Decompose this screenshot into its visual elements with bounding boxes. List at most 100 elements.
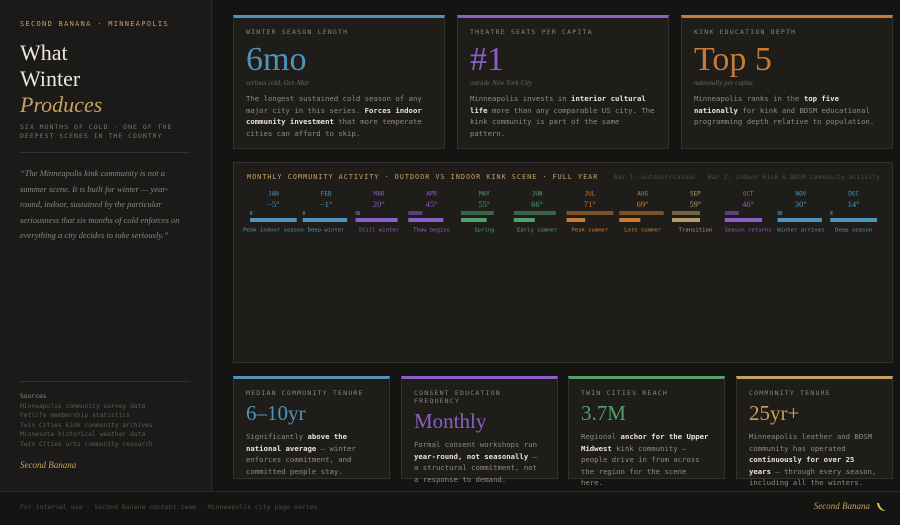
desc-text: Significantly bbox=[246, 432, 308, 442]
desc-text: Minneapolis ranks in the bbox=[694, 94, 804, 104]
stat-card: TWIN CITIES REACH 3.7M Regional anchor for… bbox=[568, 376, 725, 487]
stat-card: MEDIAN COMMUNITY TENURE 6–10yr Significant… bbox=[233, 376, 390, 479]
month-label: FEB bbox=[321, 191, 332, 198]
bar bbox=[302, 218, 348, 222]
month-note: Spring bbox=[474, 228, 494, 234]
stat-label: COMMUNITY TENURE bbox=[749, 389, 831, 397]
month-note: Transition bbox=[679, 228, 713, 234]
stat-desc: Significantly above the national average… bbox=[246, 431, 377, 477]
month-note: Thaw begins bbox=[413, 228, 450, 234]
temperature: 20° bbox=[373, 199, 385, 209]
month-label: JUN bbox=[532, 191, 543, 198]
footer-brand: Second Banana bbox=[813, 501, 870, 511]
bar bbox=[513, 211, 556, 215]
stat-desc: Formal consent workshops run year-round,… bbox=[414, 439, 545, 485]
desc-text: The longest sustained cold season of any… bbox=[246, 94, 422, 115]
legend: Bar 1: outdoor/casual · Bar 2: indoor ki… bbox=[614, 173, 880, 181]
bar bbox=[830, 211, 833, 215]
desc-bold: Forces indoor community investment bbox=[246, 105, 422, 127]
month-note: Peak summer bbox=[571, 228, 609, 234]
desc-bold: anchor for the Upper Midwest bbox=[581, 432, 709, 453]
temperature: 55° bbox=[478, 199, 490, 209]
chart-title: MONTHLY COMMUNITY ACTIVITY · OUTDOOR VS … bbox=[247, 173, 598, 181]
month-label: DEC bbox=[848, 191, 859, 198]
source: Twin Cities kink community archives bbox=[20, 421, 153, 429]
footer-note: For internal use · Second Banana content… bbox=[20, 503, 318, 511]
desc-text: that more temperate cities can afford to… bbox=[246, 117, 422, 138]
temperature: 30° bbox=[795, 199, 807, 209]
bar bbox=[777, 218, 822, 222]
bar bbox=[355, 218, 398, 222]
desc-bold: above the national average bbox=[246, 432, 348, 453]
bar bbox=[619, 211, 664, 215]
source: Minneapolis community survey data bbox=[20, 402, 146, 410]
desc-bold: top five nationally bbox=[694, 94, 839, 115]
month-note: Deep winter bbox=[308, 228, 346, 234]
bar bbox=[302, 211, 306, 215]
bar bbox=[566, 218, 586, 222]
temperature: 71° bbox=[584, 199, 596, 209]
stat-value: 25yr+ bbox=[749, 401, 800, 425]
temperature: 45° bbox=[426, 199, 438, 209]
month-label: APR bbox=[426, 191, 437, 198]
stat-value: #1 bbox=[470, 41, 504, 78]
temperature: 66° bbox=[531, 199, 543, 209]
stat-label: KINK EDUCATION DEPTH bbox=[694, 28, 797, 36]
temperature: 14° bbox=[848, 199, 860, 209]
stat-desc: Minneapolis leather and BDSM community h… bbox=[749, 431, 880, 489]
month-note: Still winter bbox=[359, 228, 400, 234]
stat-card: THEATRE SEATS PER CAPITA #1 outside New Yo… bbox=[457, 15, 669, 149]
stat-desc: Minneapolis ranks in the top five nation… bbox=[694, 93, 880, 128]
stat-value: 6–10yr bbox=[246, 401, 306, 425]
month-label: AUG bbox=[637, 191, 648, 198]
month-note: Early summer bbox=[517, 228, 558, 234]
desc-text: Formal consent workshops run bbox=[414, 440, 538, 450]
stat-card: CONSENT EDUCATION FREQUENCY Monthly Formal… bbox=[401, 376, 558, 484]
bar bbox=[513, 218, 535, 222]
source: Twin Cities arts community research bbox=[20, 440, 153, 448]
signature: Second Banana bbox=[20, 460, 77, 470]
sidebar: SECOND BANANA · MINNEAPOLIS What Winter … bbox=[0, 0, 212, 491]
source: Fetlife membership statistics bbox=[20, 412, 130, 420]
quote: “The Minneapolis kink community is not a… bbox=[20, 168, 180, 240]
desc-text: — a structural commitment, not a respons… bbox=[414, 451, 538, 484]
desc-text: for kink and BDSM educational programmin… bbox=[694, 105, 875, 127]
bar bbox=[461, 218, 487, 222]
bar bbox=[672, 211, 701, 215]
bar bbox=[619, 218, 641, 222]
bar bbox=[408, 218, 444, 222]
divider bbox=[20, 381, 190, 382]
desc-bold: year-round, not seasonally bbox=[414, 451, 529, 461]
stat-desc: The longest sustained cold season of any… bbox=[246, 93, 432, 139]
chart: MONTHLY COMMUNITY ACTIVITY · OUTDOOR VS … bbox=[243, 173, 880, 234]
stat-label: WINTER SEASON LENGTH bbox=[246, 28, 349, 36]
bar bbox=[355, 211, 361, 215]
month-note: Season returns bbox=[725, 228, 772, 234]
desc-bold: interior cultural life bbox=[470, 94, 646, 115]
month-label: JUL bbox=[584, 191, 595, 198]
chart-panel: MONTHLY COMMUNITY ACTIVITY · OUTDOOR VS … bbox=[233, 162, 893, 363]
month-note: Peak indoor season bbox=[243, 228, 304, 234]
stat-value: Top 5 bbox=[694, 41, 772, 78]
desc-text: more than any comparable US city. The ki… bbox=[470, 105, 655, 138]
stat-label: MEDIAN COMMUNITY TENURE bbox=[246, 389, 364, 397]
bar bbox=[724, 211, 739, 215]
banana-icon bbox=[877, 503, 886, 511]
title: What Winter Produces bbox=[20, 40, 102, 118]
stat-value: 3.7M bbox=[581, 401, 626, 425]
desc-text: Minneapolis invests in bbox=[470, 94, 572, 104]
month-note: Late summer bbox=[624, 228, 662, 234]
stat-desc: Minneapolis invests in interior cultural… bbox=[470, 93, 656, 139]
desc-text: Regional bbox=[581, 432, 621, 442]
sources-title: Sources bbox=[20, 393, 47, 400]
desc-text: — through every season, including all th… bbox=[749, 466, 877, 488]
stat-label: TWIN CITIES REACH bbox=[581, 389, 668, 397]
bar bbox=[566, 211, 614, 215]
stat-sub: serious cold, Oct–Mar bbox=[246, 79, 310, 88]
divider bbox=[20, 152, 190, 153]
bar bbox=[250, 211, 253, 215]
temperature: −5° bbox=[267, 199, 279, 209]
bar bbox=[830, 218, 877, 222]
bar bbox=[724, 218, 763, 222]
